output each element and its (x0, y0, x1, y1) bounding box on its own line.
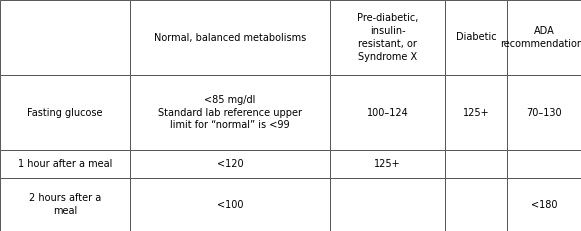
Bar (130, 178, 330, 231)
Bar (330, 0, 445, 75)
Text: <120: <120 (217, 159, 243, 169)
Text: 125+: 125+ (374, 159, 401, 169)
Bar (507, 0, 581, 75)
Bar (330, 178, 445, 231)
Bar (330, 75, 445, 150)
Bar (0, 178, 130, 231)
Text: <100: <100 (217, 200, 243, 210)
Bar (0, 75, 130, 150)
Text: Normal, balanced metabolisms: Normal, balanced metabolisms (154, 33, 306, 43)
Bar (130, 75, 330, 150)
Bar (130, 0, 330, 75)
Bar (507, 178, 581, 231)
Bar (445, 0, 507, 75)
Text: 1 hour after a meal: 1 hour after a meal (18, 159, 112, 169)
Text: 125+: 125+ (462, 107, 489, 118)
Text: <85 mg/dl
Standard lab reference upper
limit for “normal” is <99: <85 mg/dl Standard lab reference upper l… (158, 95, 302, 130)
Bar (445, 150, 507, 178)
Text: Pre-diabetic,
insulin-
resistant, or
Syndrome X: Pre-diabetic, insulin- resistant, or Syn… (357, 13, 418, 62)
Bar (445, 178, 507, 231)
Text: ADA
recommendations: ADA recommendations (500, 26, 581, 49)
Text: Diabetic: Diabetic (456, 33, 496, 43)
Text: 70–130: 70–130 (526, 107, 562, 118)
Text: 2 hours after a
meal: 2 hours after a meal (29, 193, 101, 216)
Bar (330, 150, 445, 178)
Bar (0, 0, 130, 75)
Bar (507, 150, 581, 178)
Text: Fasting glucose: Fasting glucose (27, 107, 103, 118)
Text: 100–124: 100–124 (367, 107, 408, 118)
Text: <180: <180 (531, 200, 557, 210)
Bar (130, 150, 330, 178)
Bar (0, 150, 130, 178)
Bar (507, 75, 581, 150)
Bar (445, 75, 507, 150)
